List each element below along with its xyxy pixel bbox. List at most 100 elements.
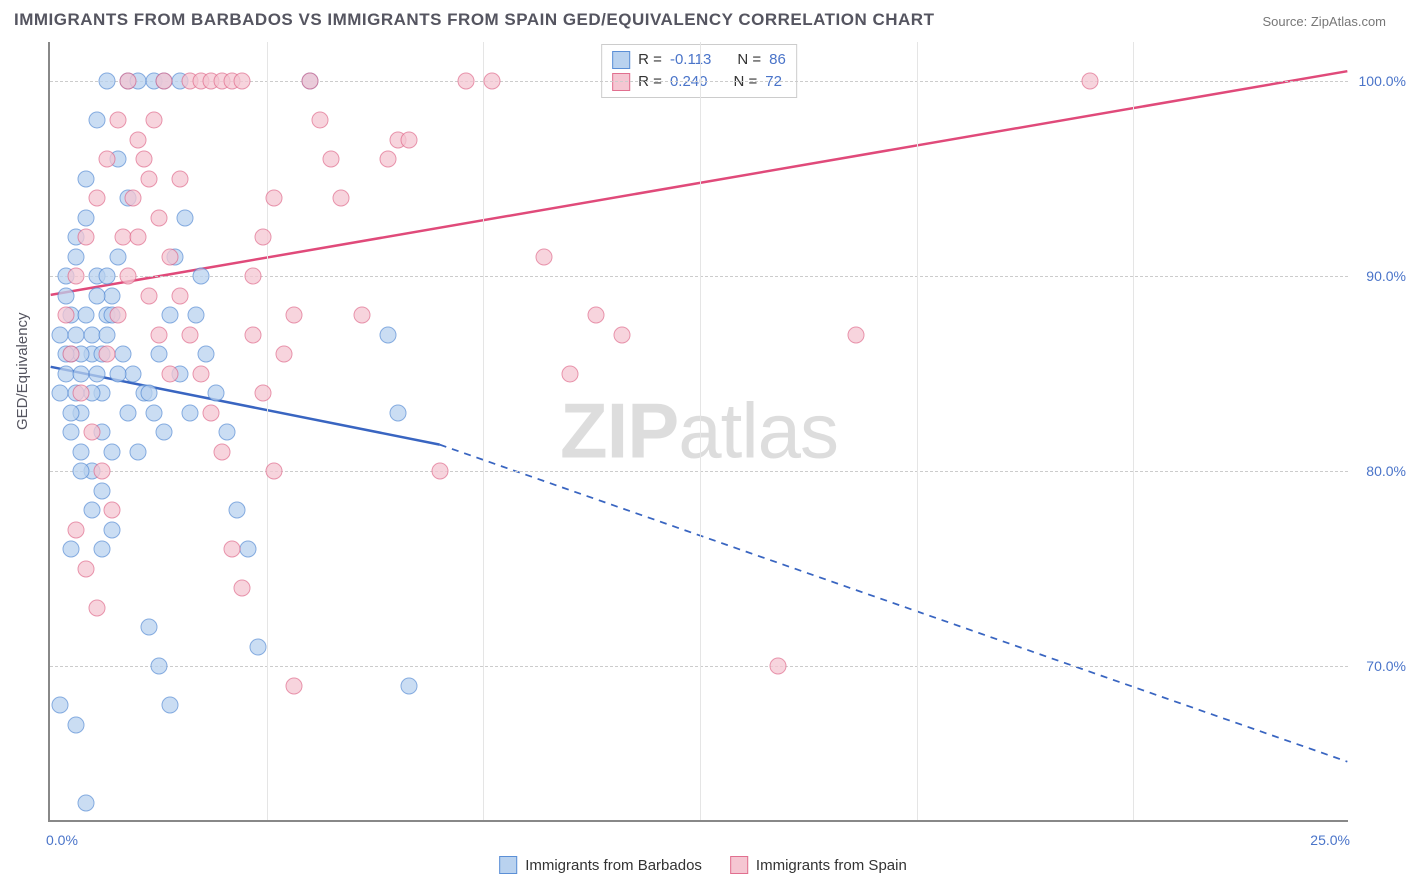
scatter-point-barbados bbox=[62, 404, 79, 421]
scatter-point-barbados bbox=[62, 541, 79, 558]
scatter-point-spain bbox=[244, 326, 261, 343]
scatter-point-spain bbox=[120, 268, 137, 285]
scatter-point-spain bbox=[255, 229, 272, 246]
bottom-legend-label-spain: Immigrants from Spain bbox=[756, 857, 907, 874]
scatter-point-barbados bbox=[68, 716, 85, 733]
watermark-rest: atlas bbox=[678, 387, 838, 475]
chart-title: IMMIGRANTS FROM BARBADOS VS IMMIGRANTS F… bbox=[14, 10, 934, 30]
scatter-point-spain bbox=[109, 307, 126, 324]
legend-swatch-barbados bbox=[612, 51, 630, 69]
scatter-point-spain bbox=[244, 268, 261, 285]
x-tick-label: 0.0% bbox=[46, 832, 78, 848]
scatter-point-spain bbox=[88, 190, 105, 207]
scatter-point-spain bbox=[135, 151, 152, 168]
scatter-point-barbados bbox=[68, 248, 85, 265]
scatter-point-barbados bbox=[400, 677, 417, 694]
scatter-point-spain bbox=[120, 73, 137, 90]
scatter-point-barbados bbox=[68, 326, 85, 343]
scatter-point-spain bbox=[276, 346, 293, 363]
legend-n-label: N = bbox=[737, 49, 761, 71]
scatter-point-spain bbox=[83, 424, 100, 441]
scatter-point-spain bbox=[161, 248, 178, 265]
scatter-point-barbados bbox=[109, 248, 126, 265]
scatter-point-barbados bbox=[114, 346, 131, 363]
scatter-point-spain bbox=[156, 73, 173, 90]
scatter-point-barbados bbox=[94, 482, 111, 499]
scatter-point-spain bbox=[234, 73, 251, 90]
scatter-point-barbados bbox=[192, 268, 209, 285]
scatter-point-barbados bbox=[239, 541, 256, 558]
scatter-point-spain bbox=[146, 112, 163, 129]
scatter-point-barbados bbox=[198, 346, 215, 363]
scatter-point-spain bbox=[484, 73, 501, 90]
y-tick-label: 90.0% bbox=[1352, 268, 1406, 284]
scatter-point-barbados bbox=[73, 365, 90, 382]
scatter-point-barbados bbox=[104, 443, 121, 460]
scatter-point-spain bbox=[848, 326, 865, 343]
scatter-point-barbados bbox=[78, 170, 95, 187]
trend-line bbox=[51, 71, 1348, 295]
scatter-point-spain bbox=[182, 326, 199, 343]
scatter-point-barbados bbox=[104, 521, 121, 538]
scatter-point-spain bbox=[562, 365, 579, 382]
scatter-point-barbados bbox=[146, 404, 163, 421]
watermark-bold: ZIP bbox=[560, 387, 678, 475]
legend-n-label: N = bbox=[733, 71, 757, 93]
scatter-point-spain bbox=[400, 131, 417, 148]
scatter-point-spain bbox=[161, 365, 178, 382]
x-tick-label: 25.0% bbox=[1310, 832, 1350, 848]
scatter-point-spain bbox=[88, 599, 105, 616]
scatter-point-barbados bbox=[380, 326, 397, 343]
scatter-point-spain bbox=[265, 463, 282, 480]
scatter-point-spain bbox=[312, 112, 329, 129]
gridline-vertical bbox=[267, 42, 268, 820]
bottom-legend-spain: Immigrants from Spain bbox=[730, 856, 907, 874]
scatter-point-barbados bbox=[140, 385, 157, 402]
scatter-point-barbados bbox=[218, 424, 235, 441]
scatter-point-spain bbox=[333, 190, 350, 207]
scatter-point-barbados bbox=[120, 404, 137, 421]
scatter-point-spain bbox=[68, 521, 85, 538]
legend-r-value-spain: 0.240 bbox=[670, 71, 708, 93]
scatter-point-barbados bbox=[88, 365, 105, 382]
scatter-point-barbados bbox=[83, 326, 100, 343]
bottom-swatch-spain bbox=[730, 856, 748, 874]
scatter-point-barbados bbox=[151, 346, 168, 363]
legend-row-barbados: R = -0.113 N = 86 bbox=[612, 49, 786, 71]
legend-swatch-spain bbox=[612, 73, 630, 91]
scatter-point-barbados bbox=[52, 697, 69, 714]
scatter-point-barbados bbox=[187, 307, 204, 324]
scatter-point-spain bbox=[151, 209, 168, 226]
scatter-point-spain bbox=[380, 151, 397, 168]
scatter-point-spain bbox=[172, 170, 189, 187]
scatter-point-barbados bbox=[151, 658, 168, 675]
gridline-vertical bbox=[917, 42, 918, 820]
scatter-point-spain bbox=[78, 560, 95, 577]
scatter-point-spain bbox=[536, 248, 553, 265]
watermark: ZIPatlas bbox=[560, 386, 838, 477]
bottom-legend: Immigrants from Barbados Immigrants from… bbox=[499, 856, 907, 874]
scatter-point-spain bbox=[1082, 73, 1099, 90]
scatter-point-barbados bbox=[73, 443, 90, 460]
bottom-swatch-barbados bbox=[499, 856, 517, 874]
scatter-point-spain bbox=[234, 580, 251, 597]
scatter-point-spain bbox=[94, 463, 111, 480]
scatter-point-barbados bbox=[94, 541, 111, 558]
scatter-point-barbados bbox=[250, 638, 267, 655]
scatter-point-spain bbox=[99, 346, 116, 363]
legend-r-value-barbados: -0.113 bbox=[670, 49, 711, 71]
scatter-point-spain bbox=[140, 170, 157, 187]
source-attribution: Source: ZipAtlas.com bbox=[1262, 14, 1386, 29]
y-axis-title: GED/Equivalency bbox=[14, 312, 31, 430]
scatter-point-spain bbox=[286, 307, 303, 324]
scatter-point-spain bbox=[109, 112, 126, 129]
scatter-point-spain bbox=[172, 287, 189, 304]
scatter-point-spain bbox=[57, 307, 74, 324]
scatter-point-barbados bbox=[125, 365, 142, 382]
scatter-point-spain bbox=[614, 326, 631, 343]
legend-box: R = -0.113 N = 86 R = 0.240 N = 72 bbox=[601, 44, 797, 98]
scatter-point-barbados bbox=[208, 385, 225, 402]
scatter-point-barbados bbox=[73, 463, 90, 480]
scatter-point-spain bbox=[286, 677, 303, 694]
scatter-point-spain bbox=[322, 151, 339, 168]
